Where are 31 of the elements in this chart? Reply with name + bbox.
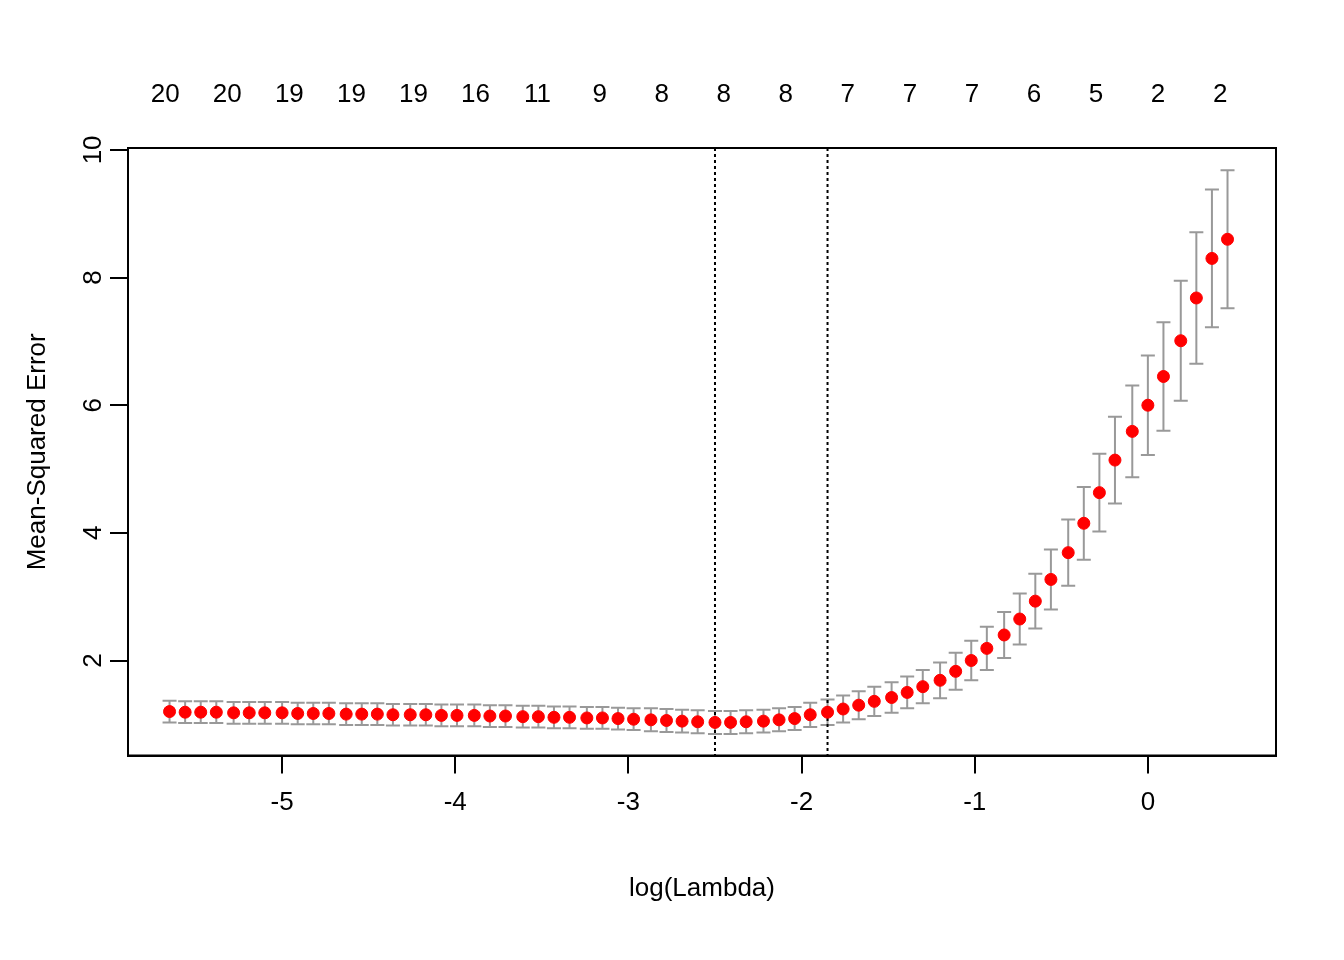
y-axis-title: Mean-Squared Error bbox=[20, 332, 51, 571]
x-tick-label: -2 bbox=[790, 786, 814, 817]
text: 20 bbox=[212, 78, 242, 109]
text: 11 bbox=[524, 78, 552, 109]
text: 8 bbox=[778, 78, 794, 109]
text: 8 bbox=[654, 78, 669, 109]
text: 19 bbox=[274, 78, 304, 109]
text: 9 bbox=[592, 78, 607, 109]
text: 5 bbox=[1088, 78, 1104, 109]
y-tick-label: 2 bbox=[77, 653, 108, 668]
text: 2 bbox=[1150, 78, 1166, 109]
text: 2 bbox=[1212, 78, 1228, 109]
x-tick-label: -4 bbox=[443, 786, 467, 817]
y-tick-label: 4 bbox=[77, 525, 108, 541]
text: 19 bbox=[336, 78, 366, 109]
x-tick-label: -3 bbox=[616, 786, 640, 817]
x-axis-title: log(Lambda) bbox=[629, 871, 775, 902]
text: 8 bbox=[716, 78, 731, 109]
text: 16 bbox=[461, 78, 490, 109]
text: 7 bbox=[902, 78, 918, 109]
text: 6 bbox=[1026, 78, 1042, 109]
x-tick-label: -1 bbox=[963, 786, 987, 817]
y-tick-label: 8 bbox=[77, 270, 108, 285]
y-tick-label: 6 bbox=[77, 397, 108, 413]
text: 7 bbox=[840, 78, 856, 109]
text: 7 bbox=[964, 78, 980, 109]
x-tick-label: -5 bbox=[270, 786, 294, 817]
text: 20 bbox=[150, 78, 180, 109]
text: 19 bbox=[398, 78, 428, 109]
y-tick-label: 10 bbox=[77, 135, 108, 165]
x-tick-label: 0 bbox=[1140, 786, 1156, 817]
